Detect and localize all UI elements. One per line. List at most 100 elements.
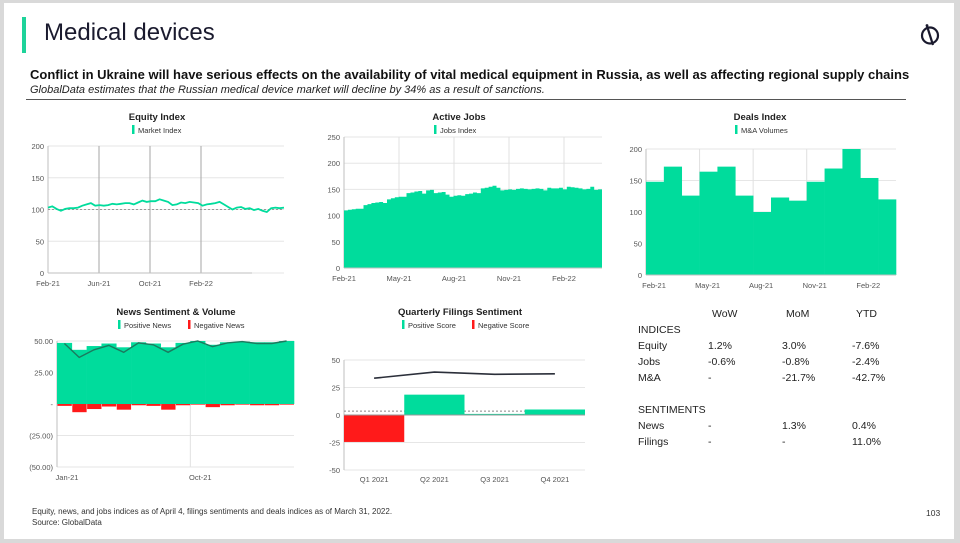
filings-chart: Quarterly Filings Sentiment Positive Scor… xyxy=(310,298,595,488)
legend-label: Positive Score xyxy=(408,321,456,330)
row-label: Equity xyxy=(638,340,668,352)
y-tick-label: 50 xyxy=(332,356,340,365)
x-tick-label: Feb-22 xyxy=(856,281,880,290)
legend-swatch xyxy=(735,125,738,134)
metric-value: -42.7% xyxy=(852,372,886,384)
positive-score-bar xyxy=(464,413,525,415)
metric-value: -2.4% xyxy=(852,356,880,368)
subheadline: GlobalData estimates that the Russian me… xyxy=(30,84,545,96)
chart-title: Deals Index xyxy=(734,112,788,123)
row-label: Filings xyxy=(638,436,669,448)
positive-news-bar xyxy=(175,342,191,404)
y-tick-label: 50 xyxy=(634,240,642,249)
jobs-index-area xyxy=(344,185,602,268)
x-tick-label: Aug-21 xyxy=(749,281,773,290)
y-tick-label: (25.00) xyxy=(29,432,53,441)
metric-value: - xyxy=(708,436,712,448)
y-tick-label: 200 xyxy=(327,159,340,168)
x-tick-label: Oct-21 xyxy=(189,473,212,482)
deals-bar xyxy=(806,181,825,275)
metric-value: 3.0% xyxy=(782,340,806,352)
legend-swatch xyxy=(118,320,121,329)
positive-news-bar xyxy=(264,342,280,404)
y-tick-label: 50 xyxy=(36,237,44,246)
y-tick-label: -50 xyxy=(329,466,340,475)
y-tick-label: 0 xyxy=(40,269,44,278)
footnote: Equity, news, and jobs indices as of Apr… xyxy=(32,506,392,528)
row-label: News xyxy=(638,420,665,432)
slide: Medical devices Conflict in Ukraine will… xyxy=(4,3,954,539)
negative-news-bar xyxy=(131,404,146,406)
equity-chart: Equity Index Market Index 0 50 100 150 200 Feb-… xyxy=(12,103,302,293)
y-tick-label: 25.00 xyxy=(34,369,53,378)
y-tick-label: 150 xyxy=(629,177,642,186)
y-tick-label: - xyxy=(51,400,54,409)
legend-swatch xyxy=(132,125,135,134)
y-tick-label: (50.00) xyxy=(29,463,53,472)
y-tick-label: 50.00 xyxy=(34,337,53,346)
row-label: Jobs xyxy=(638,356,661,368)
chart-title: News Sentiment & Volume xyxy=(116,307,235,318)
x-tick-label: Oct-21 xyxy=(139,279,162,288)
x-tick-label: Q1 2021 xyxy=(360,475,389,484)
negative-news-bar xyxy=(57,404,72,406)
page-title: Medical devices xyxy=(44,19,215,46)
page-number: 103 xyxy=(926,508,941,518)
column-header: WoW xyxy=(712,308,738,320)
y-tick-label: 100 xyxy=(31,206,44,215)
net-sentiment-line xyxy=(63,340,287,359)
chart-title: Equity Index xyxy=(129,112,186,123)
metric-value: -7.6% xyxy=(852,340,880,352)
divider xyxy=(26,99,906,100)
globaldata-logo-icon xyxy=(920,24,940,46)
legend-swatch xyxy=(188,320,191,329)
title-accent-bar xyxy=(22,17,26,53)
positive-news-bar xyxy=(116,347,132,404)
metric-value: - xyxy=(782,436,786,448)
headline: Conflict in Ukraine will have serious ef… xyxy=(30,67,910,82)
y-tick-label: -25 xyxy=(329,439,340,448)
x-tick-label: Q2 2021 xyxy=(420,475,449,484)
negative-news-bar xyxy=(190,404,206,405)
metric-value: - xyxy=(708,420,712,432)
x-tick-label: Feb-21 xyxy=(332,274,356,283)
positive-news-bar xyxy=(249,342,265,404)
negative-news-bar xyxy=(161,404,176,410)
positive-news-bar xyxy=(234,341,250,404)
y-tick-label: 50 xyxy=(332,238,340,247)
x-tick-label: Nov-21 xyxy=(803,281,827,290)
deals-bar xyxy=(842,149,861,275)
positive-news-bar xyxy=(71,349,87,404)
negative-news-bar xyxy=(205,404,220,408)
metric-value: 1.3% xyxy=(782,420,806,432)
positive-score-bar xyxy=(404,394,465,415)
y-tick-label: 0 xyxy=(336,264,340,273)
deals-bar xyxy=(788,200,808,275)
positive-news-bar xyxy=(57,342,73,404)
footnote-text: Equity, news, and jobs indices as of Apr… xyxy=(32,507,393,516)
deals-bar xyxy=(771,197,790,275)
y-tick-label: 150 xyxy=(327,185,340,194)
deals-bar xyxy=(878,199,897,275)
positive-news-bar xyxy=(101,343,117,404)
x-tick-label: Aug-21 xyxy=(442,274,466,283)
deals-bar xyxy=(699,171,718,275)
positive-news-bar xyxy=(86,346,102,404)
y-tick-label: 100 xyxy=(629,208,642,217)
negative-news-bar xyxy=(264,404,280,406)
legend-label: Jobs Index xyxy=(440,126,477,135)
metric-value: 11.0% xyxy=(852,436,881,448)
deals-bar xyxy=(824,168,843,275)
column-header: YTD xyxy=(856,308,877,320)
x-tick-label: Q4 2021 xyxy=(540,475,569,484)
y-tick-label: 0 xyxy=(638,271,642,280)
market-index-line xyxy=(47,198,285,213)
metric-value: - xyxy=(708,372,712,384)
negative-news-bar xyxy=(279,404,294,405)
y-tick-label: 25 xyxy=(332,384,340,393)
positive-news-bar xyxy=(219,342,236,404)
jobs-chart: Active Jobs Jobs Index 0 50 100 150 200 250 Feb-… xyxy=(304,103,604,293)
legend-label: Negative News xyxy=(194,321,245,330)
x-tick-label: Feb-21 xyxy=(642,281,666,290)
negative-news-bar xyxy=(220,404,235,406)
